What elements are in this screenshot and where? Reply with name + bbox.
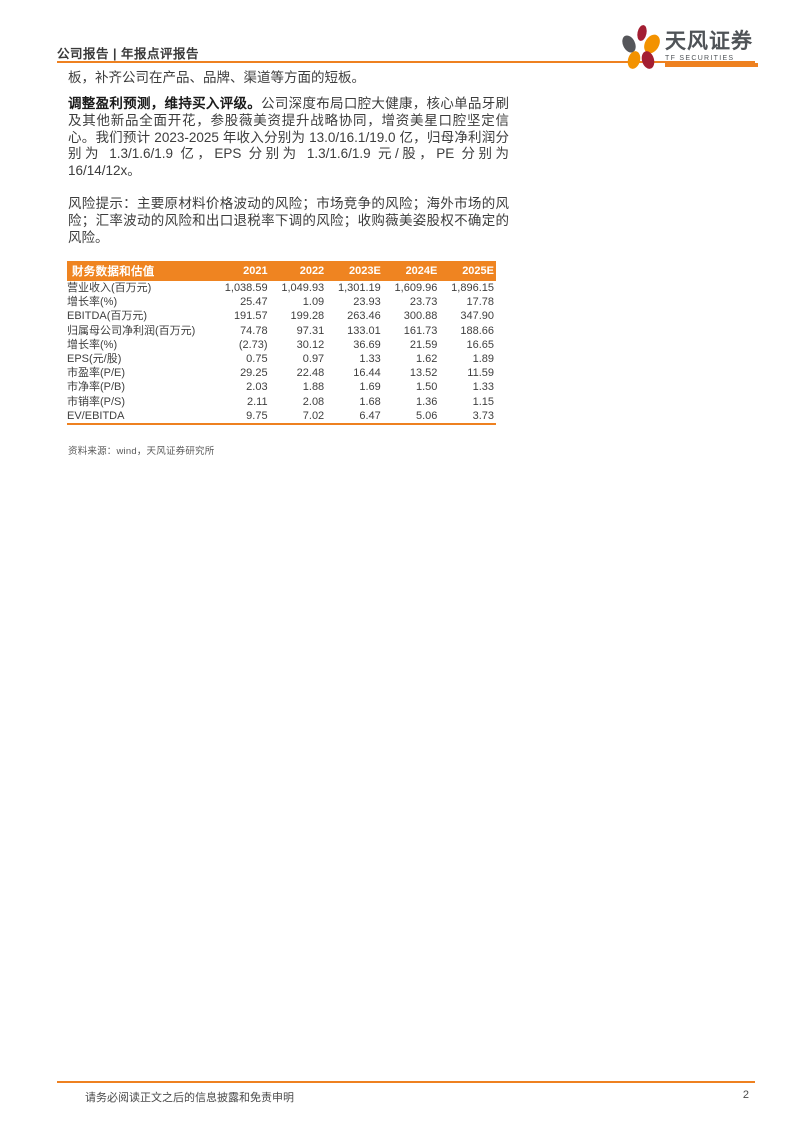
table-row: EPS(元/股) 0.75 0.97 1.33 1.62 1.89 <box>67 352 496 366</box>
row-value: 1.15 <box>472 395 494 408</box>
row-value: 23.73 <box>409 296 438 309</box>
row-value: 9.75 <box>246 409 268 422</box>
row-value: 5.06 <box>415 409 438 422</box>
row-value: 133.01 <box>347 324 381 337</box>
row-value: 0.97 <box>302 353 325 366</box>
paragraph-lead-bold: 调整盈利预测，维持买入评级。 <box>68 96 262 111</box>
row-value: 1,049.93 <box>281 282 325 295</box>
row-value: 1,896.15 <box>451 282 494 295</box>
row-value: 347.90 <box>460 310 494 323</box>
table-row: EBITDA(百万元) 191.57 199.28 263.46 300.88 347.9… <box>67 309 496 323</box>
row-value: 74.78 <box>240 324 268 337</box>
row-value: 191.57 <box>233 310 268 323</box>
row-value: 25.47 <box>240 296 268 309</box>
logo-text: 天风证券 TF SECURITIES <box>665 30 756 63</box>
table-row: 营业收入(百万元) 1,038.59 1,049.93 1,301.19 1,609.9… <box>67 281 496 295</box>
row-value: 1.36 <box>415 395 438 408</box>
row-value: 300.88 <box>403 310 438 323</box>
column-header-2021: 2021 <box>213 261 270 281</box>
row-value: 97.31 <box>296 324 325 337</box>
row-value: 1.89 <box>472 353 494 366</box>
row-value: 0.75 <box>246 353 268 366</box>
table-row: EV/EBITDA 9.75 7.02 6.47 5.06 3.73 <box>67 409 496 424</box>
report-category: 公司报告 | 年报点评报告 <box>57 47 199 61</box>
row-value: 161.73 <box>403 324 438 337</box>
table-header-row: 财务数据和估值 2021 2022 2023E 2024E 2025E <box>67 261 496 281</box>
table-row: 归属母公司净利润(百万元) 74.78 97.31 133.01 161.73 188.6… <box>67 324 496 338</box>
row-label: 市销率(P/S) <box>67 395 126 408</box>
logo-name-en: TF SECURITIES <box>665 55 735 62</box>
row-value: 188.66 <box>460 324 494 337</box>
footer-disclaimer: 请务必阅读正文之后的信息披露和免责申明 <box>85 1092 294 1104</box>
table-row: 增长率(%) (2.73) 30.12 36.69 21.59 16.65 <box>67 338 496 352</box>
row-value: 263.46 <box>347 310 381 323</box>
row-value: (2.73) <box>238 338 268 351</box>
row-value: 2.11 <box>247 395 268 408</box>
paragraph-profit-forecast: 调整盈利预测，维持买入评级。公司深度布局口腔大健康，核心单品牙刷及其他新品全面开… <box>68 96 509 180</box>
row-value: 1.88 <box>302 381 325 394</box>
logo-underline <box>665 63 758 67</box>
row-value: 23.93 <box>353 296 381 309</box>
row-value: 22.48 <box>296 367 325 380</box>
row-value: 199.28 <box>290 310 325 323</box>
row-value: 3.73 <box>472 409 494 422</box>
column-header-2025e: 2025E <box>439 261 496 281</box>
row-value: 1.69 <box>359 381 381 394</box>
column-header-2024e: 2024E <box>382 261 440 281</box>
tf-securities-logo: 天风证券 TF SECURITIES <box>621 24 758 69</box>
paragraph-risk-warning: 风险提示：主要原材料价格波动的风险；市场竞争的风险；海外市场的风险；汇率波动的风… <box>68 196 509 245</box>
source-note: 资料来源：wind，天风证券研究所 <box>68 446 215 457</box>
footer-divider <box>57 1081 755 1083</box>
row-value: 36.69 <box>353 338 381 351</box>
row-label: EV/EBITDA <box>67 409 125 422</box>
row-value: 21.59 <box>409 338 438 351</box>
row-label: EBITDA(百万元) <box>67 310 148 323</box>
table-row: 市盈率(P/E) 29.25 22.48 16.44 13.52 11.59 <box>67 366 496 380</box>
page-number: 2 <box>742 1089 749 1101</box>
row-value: 11.59 <box>467 367 494 380</box>
footer: 请务必阅读正文之后的信息披露和免责申明 2 <box>57 1089 755 1105</box>
row-value: 1,038.59 <box>224 282 268 295</box>
row-value: 16.44 <box>353 367 381 380</box>
row-value: 13.52 <box>409 367 438 380</box>
row-value: 1,609.96 <box>394 282 438 295</box>
row-value: 1.33 <box>472 381 494 394</box>
header-divider <box>57 61 755 63</box>
row-label: 增长率(%) <box>67 296 118 309</box>
row-value: 16.65 <box>466 338 494 351</box>
row-label: EPS(元/股) <box>67 353 122 366</box>
row-value: 1.33 <box>359 353 381 366</box>
row-value: 2.03 <box>246 381 268 394</box>
row-value: 1.62 <box>415 353 438 366</box>
logo-name-cn: 天风证券 <box>665 30 753 53</box>
row-value: 29.25 <box>240 367 268 380</box>
row-value: 1,301.19 <box>337 282 381 295</box>
table-title: 财务数据和估值 <box>67 261 213 281</box>
row-value: 6.47 <box>359 409 381 422</box>
column-header-2022: 2022 <box>269 261 327 281</box>
row-label: 营业收入(百万元) <box>67 282 152 295</box>
financial-table-body: 营业收入(百万元) 1,038.59 1,049.93 1,301.19 1,609.9… <box>67 281 496 424</box>
row-value: 1.50 <box>415 381 438 394</box>
row-value: 30.12 <box>296 338 325 351</box>
row-value: 1.09 <box>302 296 325 309</box>
logo-flower-icon <box>622 25 660 69</box>
table-row: 市销率(P/S) 2.11 2.08 1.68 1.36 1.15 <box>67 395 496 409</box>
row-label: 归属母公司净利润(百万元) <box>67 324 196 337</box>
row-label: 市盈率(P/E) <box>67 367 126 380</box>
column-header-2023e: 2023E <box>326 261 383 281</box>
row-value: 1.68 <box>359 395 381 408</box>
row-label: 增长率(%) <box>67 338 118 351</box>
row-value: 2.08 <box>302 395 325 408</box>
table-row: 市净率(P/B) 2.03 1.88 1.69 1.50 1.33 <box>67 380 496 394</box>
table-row: 增长率(%) 25.47 1.09 23.93 23.73 17.78 <box>67 295 496 309</box>
financial-table: 财务数据和估值 2021 2022 2023E 2024E 2025E 营业收入… <box>67 261 496 425</box>
row-label: 市净率(P/B) <box>67 381 126 394</box>
row-value: 17.78 <box>466 296 494 309</box>
paragraph-continuation: 板，补齐公司在产品、品牌、渠道等方面的短板。 <box>68 70 365 85</box>
row-value: 7.02 <box>302 409 325 422</box>
paragraph-body-text: 公司深度布局口腔大健康，核心单品牙刷及其他新品全面开花，参股薇美资提升战略协同，… <box>68 96 510 179</box>
